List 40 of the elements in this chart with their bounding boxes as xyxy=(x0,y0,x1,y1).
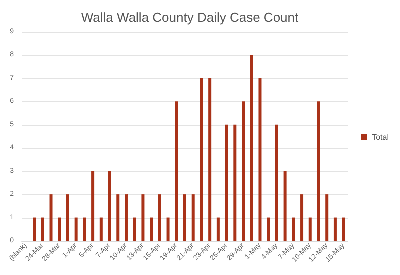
bar xyxy=(225,124,228,241)
bar xyxy=(234,124,237,241)
legend-label: Total xyxy=(372,133,390,142)
bar xyxy=(334,218,337,241)
bar xyxy=(66,194,70,241)
bar xyxy=(158,194,162,241)
bar xyxy=(258,78,262,241)
bar xyxy=(124,194,128,241)
bar xyxy=(150,218,154,241)
bar xyxy=(50,194,53,241)
bar xyxy=(275,124,278,241)
bar xyxy=(200,78,204,241)
bar xyxy=(300,194,304,241)
bar xyxy=(216,218,220,241)
bar xyxy=(133,218,136,241)
bar xyxy=(342,218,346,241)
bar xyxy=(292,218,296,241)
bar xyxy=(108,171,112,241)
chart-title: Walla Walla County Daily Case Count xyxy=(81,10,299,25)
bar xyxy=(58,218,62,241)
bar xyxy=(74,218,78,241)
bar xyxy=(166,218,170,241)
bar xyxy=(267,218,270,241)
bar xyxy=(242,102,246,241)
bar xyxy=(116,194,120,241)
bar xyxy=(317,102,320,241)
bar xyxy=(175,102,178,241)
bar xyxy=(92,171,95,241)
bar xyxy=(100,218,103,241)
bar xyxy=(208,78,212,241)
bar xyxy=(250,55,254,241)
bar xyxy=(192,194,195,241)
bar xyxy=(308,218,312,241)
bar xyxy=(83,218,86,241)
bar xyxy=(41,218,44,241)
bar xyxy=(33,218,36,241)
bar xyxy=(326,194,329,241)
bar xyxy=(142,194,145,241)
bar xyxy=(184,194,186,241)
bar xyxy=(284,171,287,241)
